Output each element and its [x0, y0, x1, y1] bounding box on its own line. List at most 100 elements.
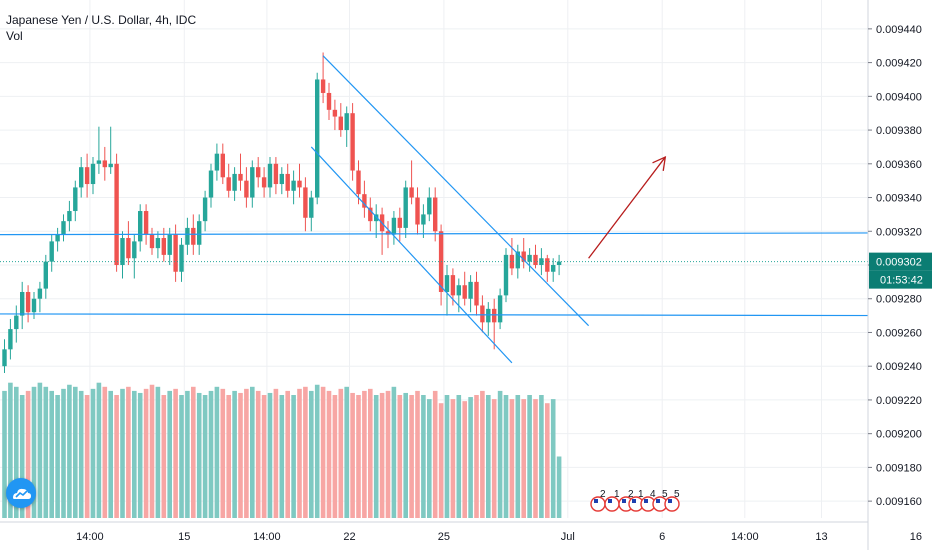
x-tick-label: 14:00: [76, 531, 104, 543]
volume-bar: [55, 395, 60, 518]
y-tick-label: 0.009200: [876, 429, 922, 441]
candle-body: [191, 227, 196, 245]
candle-body: [67, 211, 72, 222]
volume-bar: [25, 390, 31, 518]
volume-bar: [279, 395, 285, 518]
volume-bar: [379, 392, 385, 518]
candle-body: [25, 291, 31, 313]
candle-body: [309, 197, 314, 218]
candle-body: [37, 288, 43, 299]
candle-body: [238, 173, 243, 181]
candle-body: [179, 244, 184, 272]
candle-body: [173, 234, 178, 272]
volume-bar: [43, 386, 49, 518]
volume-bar: [397, 395, 403, 518]
candle-body: [403, 187, 408, 228]
symbol-title[interactable]: Japanese Yen / U.S. Dollar, 4h, IDC: [6, 13, 197, 27]
candle-body: [468, 281, 473, 299]
volume-bar: [208, 390, 214, 518]
candle-body: [8, 329, 13, 350]
projection-arrow-head: [652, 155, 667, 171]
candle-body: [486, 308, 491, 323]
volume-bar: [421, 395, 426, 518]
candle-body: [14, 315, 19, 330]
candle-body: [132, 241, 137, 259]
volume-bar: [179, 395, 184, 518]
event-flag-canton: [622, 499, 626, 503]
candle-body: [79, 167, 84, 188]
candle-body: [456, 285, 461, 296]
volume-bar: [456, 395, 462, 518]
volume-bar: [338, 388, 344, 518]
candle-body: [155, 238, 161, 249]
candle-body: [326, 92, 332, 110]
volume-bar: [31, 386, 37, 518]
volume-label[interactable]: Vol: [6, 29, 23, 43]
candle-body: [415, 197, 420, 225]
x-tick-label: 15: [178, 531, 190, 543]
volume-bar: [444, 395, 450, 518]
volume-bar: [373, 395, 379, 518]
event-flag-canton: [608, 499, 612, 503]
event-flag-canton: [644, 499, 648, 503]
volume-bar: [19, 395, 25, 518]
volume-bar: [415, 390, 420, 518]
candle-body: [114, 163, 119, 265]
volume-bar: [37, 382, 43, 518]
candle-body: [149, 234, 155, 249]
volume-bar: [303, 386, 308, 518]
candle-body: [102, 160, 107, 168]
candle-body: [120, 238, 125, 265]
y-tick-label: 0.009440: [876, 24, 922, 36]
candle-body: [320, 79, 326, 93]
candle-body: [285, 173, 290, 191]
event-flag-canton: [594, 499, 598, 503]
candle-body: [208, 170, 214, 198]
volume-bar: [78, 390, 84, 518]
candle-body: [350, 113, 355, 171]
candle-layer: [2, 52, 562, 373]
y-tick-label: 0.009160: [876, 496, 922, 508]
candle-body: [73, 187, 78, 212]
volume-bar: [132, 390, 137, 518]
candle-body: [545, 258, 550, 272]
volume-bar: [14, 386, 19, 518]
candle-body: [509, 254, 515, 269]
candle-body: [214, 153, 220, 171]
volume-bar: [73, 386, 78, 518]
trend-line-4: [310, 146, 513, 364]
candle-body: [250, 167, 255, 198]
volume-bar: [8, 382, 13, 518]
volume-bar: [309, 390, 314, 518]
volume-bar: [409, 395, 414, 518]
event-label: 2: [628, 489, 634, 500]
volume-bar: [368, 388, 373, 518]
candle-body: [515, 251, 520, 269]
event-label: 4: [650, 489, 656, 500]
x-tick-label: 13: [815, 531, 827, 543]
volume-bar: [173, 388, 178, 518]
candle-body: [61, 221, 66, 235]
candle-body: [397, 217, 402, 228]
y-tick-label: 0.009240: [876, 361, 922, 373]
candle-body: [551, 265, 556, 272]
event-flag-canton: [632, 499, 636, 503]
candle-body: [226, 177, 231, 191]
volume-bar: [90, 388, 96, 518]
tradingview-cloud-icon[interactable]: [6, 478, 36, 508]
line-layer: [0, 55, 902, 364]
candle-body: [84, 167, 90, 185]
candle-body: [533, 254, 538, 265]
volume-bar: [550, 399, 556, 518]
candle-body: [368, 207, 373, 222]
candle-body: [90, 163, 96, 185]
volume-bar: [468, 397, 473, 518]
volume-bar: [143, 388, 149, 518]
volume-bar: [102, 386, 108, 518]
candle-body: [273, 163, 279, 185]
candle-body: [556, 261, 562, 265]
volume-bar: [521, 399, 526, 518]
volume-bar: [432, 390, 438, 518]
volume-bar: [545, 403, 550, 518]
